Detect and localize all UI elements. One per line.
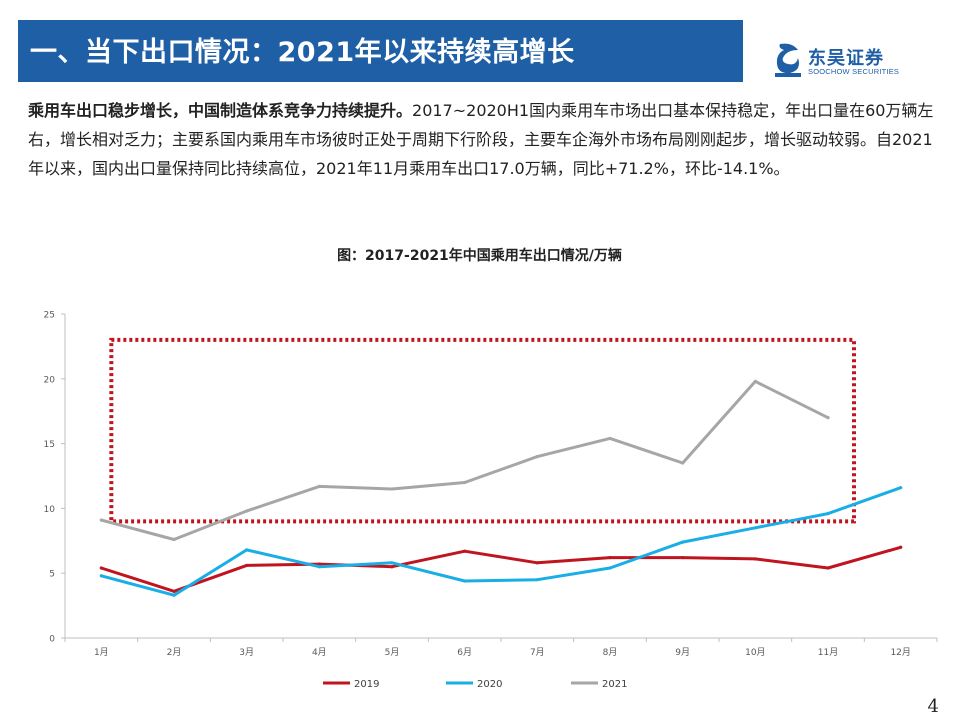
data-point-2019 [463, 549, 467, 553]
data-point-2019 [390, 565, 394, 569]
series-line-2020 [99, 486, 903, 597]
legend-label-2019: 2019 [354, 679, 379, 690]
highlight-box [109, 337, 857, 524]
intro-paragraph: 乘用车出口稳步增长，中国制造体系竞争力持续提升。2017~2020H1国内乘用车… [28, 96, 948, 183]
x-tick-label: 1月 [94, 647, 109, 658]
data-point-2019 [899, 545, 903, 549]
y-tick-label: 25 [44, 311, 55, 321]
chart-title: 图：2017-2021年中国乘用车出口情况/万辆 [337, 248, 622, 264]
data-point-2020 [172, 593, 176, 597]
data-point-2020 [99, 574, 103, 578]
data-point-2019 [245, 563, 249, 568]
data-point-2019 [172, 589, 176, 593]
legend-label-2020: 2020 [477, 679, 502, 690]
data-point-2020 [245, 548, 249, 552]
data-point-2020 [826, 511, 830, 516]
data-point-2021 [826, 416, 830, 420]
y-tick-label: 10 [44, 505, 56, 515]
header-bar [18, 20, 743, 82]
intro-body: 2017~2020H1国内乘用车市场出口基本保持稳定，年出口量在60万辆左右，增… [28, 101, 934, 178]
legend-label-2021: 2021 [602, 679, 627, 690]
data-point-2019 [535, 561, 539, 565]
data-point-2019 [608, 556, 612, 560]
data-point-2021 [753, 379, 757, 383]
y-tick-label: 5 [49, 570, 55, 580]
data-point-2020 [899, 486, 903, 490]
data-point-2019 [681, 556, 685, 560]
y-tick-label: 20 [44, 375, 56, 385]
data-point-2019 [826, 566, 830, 570]
data-point-2020 [608, 566, 612, 570]
intro-lead: 乘用车出口稳步增长，中国制造体系竞争力持续提升。 [28, 101, 413, 120]
x-tick-label: 11月 [818, 647, 838, 658]
x-tick-label: 5月 [385, 647, 400, 658]
series-line-2021 [99, 379, 830, 541]
data-point-2019 [753, 557, 757, 561]
page-number: 4 [927, 696, 939, 717]
x-tick-label: 2月 [167, 647, 182, 658]
x-tick-label: 9月 [675, 647, 690, 658]
data-point-2020 [463, 579, 467, 583]
data-point-2020 [753, 526, 757, 530]
data-point-2021 [608, 436, 612, 441]
data-point-2020 [390, 561, 394, 565]
page-title: 一、当下出口情况：2021年以来持续高增长 [30, 37, 575, 68]
data-point-2021 [172, 537, 176, 542]
data-point-2019 [317, 562, 321, 566]
y-tick-label: 15 [44, 440, 55, 450]
x-tick-label: 12月 [890, 647, 910, 658]
x-tick-label: 3月 [239, 647, 254, 658]
data-point-2021 [317, 484, 321, 488]
data-point-2020 [317, 565, 321, 569]
data-point-2021 [390, 487, 394, 491]
data-point-2021 [99, 518, 103, 522]
logo: 东吴证券 SOOCHOW SECURITIES [774, 38, 924, 82]
x-tick-label: 4月 [312, 647, 327, 658]
x-tick-label: 7月 [530, 647, 545, 658]
logo-sub: SOOCHOW SECURITIES [808, 67, 900, 76]
x-tick-label: 10月 [745, 647, 765, 658]
data-point-2020 [535, 578, 539, 582]
data-point-2020 [681, 540, 685, 544]
data-point-2021 [245, 509, 249, 513]
data-point-2021 [463, 480, 467, 485]
data-point-2019 [99, 566, 103, 570]
y-tick-label: 0 [49, 635, 55, 645]
x-tick-label: 6月 [457, 647, 472, 658]
logo-name: 东吴证券 [808, 48, 884, 69]
data-point-2021 [681, 461, 685, 465]
series-line-2019 [99, 545, 903, 593]
x-tick-label: 8月 [603, 647, 618, 658]
logo-mark-icon [775, 43, 801, 77]
data-point-2021 [535, 454, 539, 459]
